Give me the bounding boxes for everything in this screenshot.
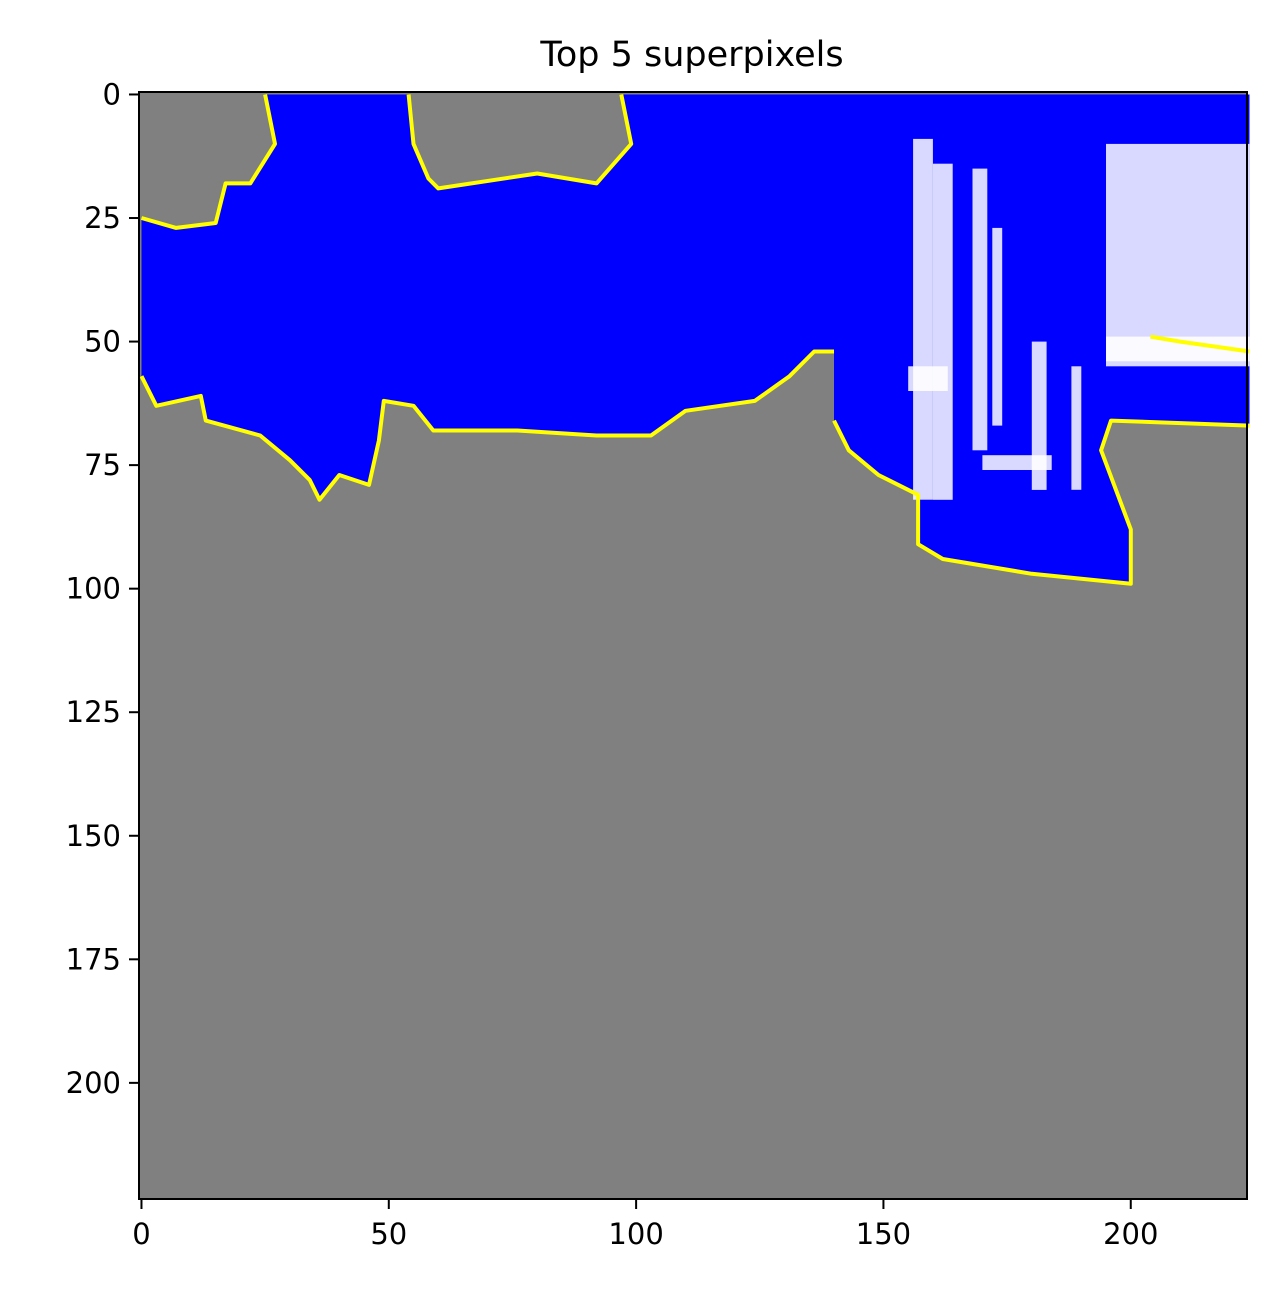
boundary-line-5: [1150, 334, 1250, 354]
y-tick-label: 125: [66, 695, 121, 729]
highlight-patch-7: [1071, 366, 1082, 490]
superpixel-region-1: [141, 94, 834, 500]
highlight-patch-5: [992, 227, 1003, 426]
highlight-patch-10: [908, 366, 948, 391]
plot-area: [139, 92, 1250, 1199]
y-axis: 0 25 50 75 100 125 150 175 200: [66, 77, 139, 1100]
y-tick-label: 175: [66, 942, 121, 976]
highlight-patch-2: [913, 138, 933, 500]
boundary-line-4: [832, 418, 1250, 586]
superpixel-boundaries: [139, 94, 1250, 586]
y-tick-label: 150: [66, 819, 121, 853]
y-tick-label: 200: [66, 1066, 121, 1100]
x-tick-label: 0: [132, 1217, 150, 1251]
y-tick-label: 0: [103, 77, 121, 111]
y-tick-label: 25: [84, 201, 121, 235]
highlight-patch-6: [1031, 341, 1047, 490]
highlight-patch-1: [1106, 143, 1250, 367]
y-tick-label: 100: [66, 572, 121, 606]
boundary-line-2: [139, 349, 834, 502]
highlight-patch-4: [972, 168, 988, 451]
x-tick-label: 100: [608, 1217, 663, 1251]
x-tick-label: 50: [370, 1217, 407, 1251]
boundary-line-1: [140, 94, 277, 230]
highlight-patch-9: [982, 455, 1052, 470]
x-tick-label: 200: [1103, 1217, 1158, 1251]
highlight-patch-3: [932, 163, 953, 500]
axes-frame: [138, 91, 1248, 1200]
boundary-line-3: [406, 94, 634, 191]
y-tick-label: 75: [84, 448, 121, 482]
x-axis: 0 50 100 150 200: [132, 1199, 1158, 1251]
y-tick-label: 50: [84, 325, 121, 359]
chart-title: Top 5 superpixels: [539, 35, 843, 75]
x-tick-label: 150: [856, 1217, 911, 1251]
